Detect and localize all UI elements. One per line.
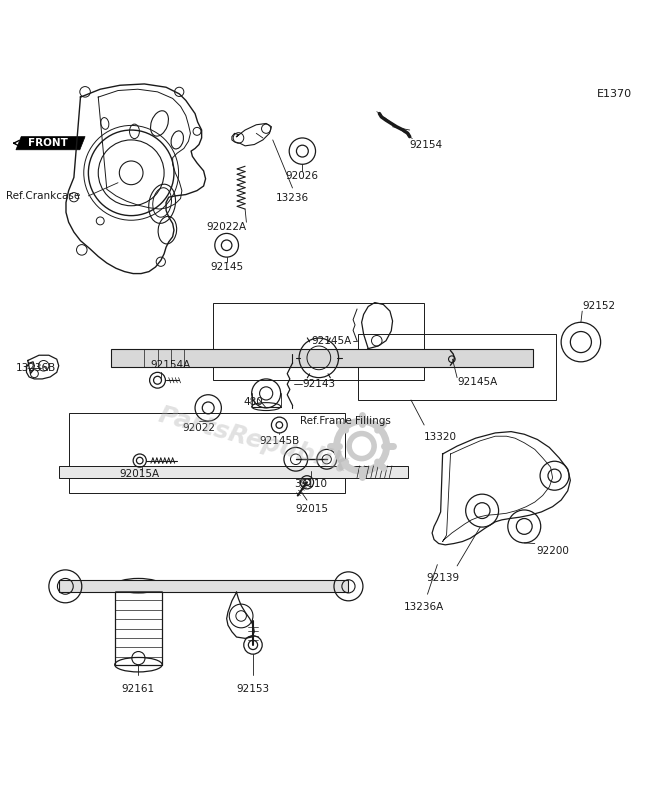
Text: FRONT: FRONT (28, 138, 68, 148)
Text: 39110: 39110 (294, 479, 327, 489)
Text: 92143: 92143 (302, 378, 335, 389)
Text: 480: 480 (243, 397, 263, 406)
Text: 92152: 92152 (582, 301, 616, 311)
Text: 13320: 13320 (424, 432, 457, 442)
Text: 92026: 92026 (286, 171, 319, 181)
Text: 92154: 92154 (410, 140, 443, 150)
Text: 92139: 92139 (426, 573, 459, 582)
Text: Ref.Frame Fillings: Ref.Frame Fillings (300, 416, 391, 426)
Text: 92022A: 92022A (207, 222, 247, 232)
Text: 92145A: 92145A (457, 378, 497, 387)
Text: 13236A: 13236A (404, 602, 444, 612)
Text: 92145B: 92145B (259, 435, 299, 446)
Text: 92145A: 92145A (311, 336, 352, 346)
Polygon shape (16, 137, 85, 150)
Text: Ref.Crankcase: Ref.Crankcase (6, 191, 80, 201)
Text: 92161: 92161 (122, 685, 155, 694)
Text: 13236B: 13236B (16, 363, 56, 374)
Bar (115, 586, 162, 665)
Text: 92153: 92153 (236, 685, 270, 694)
Text: 92154A: 92154A (151, 360, 191, 370)
Bar (58, 466, 408, 478)
Bar (58, 581, 349, 592)
Text: 92200: 92200 (536, 546, 569, 556)
Text: 92022: 92022 (183, 423, 216, 433)
Text: 92015A: 92015A (120, 469, 160, 479)
Text: E1370: E1370 (596, 90, 631, 99)
Bar (112, 349, 533, 367)
Text: PartsRepublik: PartsRepublik (155, 402, 351, 476)
Text: 13236: 13236 (276, 193, 309, 202)
Text: 92145: 92145 (210, 262, 243, 272)
Text: 92015: 92015 (295, 504, 329, 514)
